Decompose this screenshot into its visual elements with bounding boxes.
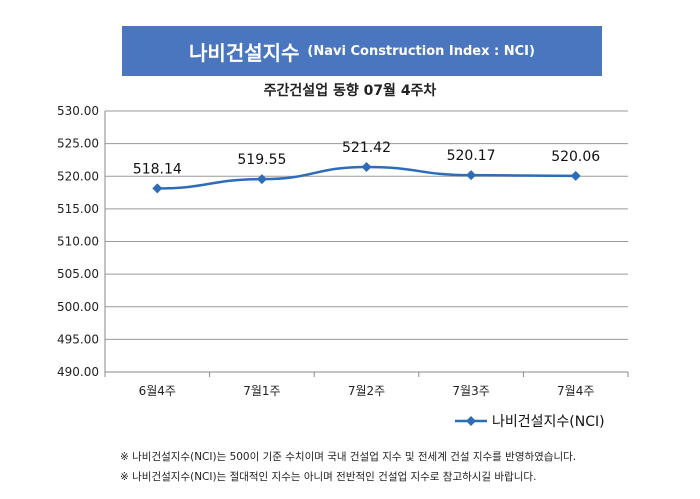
footnote-1: ※ 나비건설지수(NCI)는 500이 기준 수치이며 국내 건설업 지수 및 … <box>120 451 577 463</box>
x-tick-label: 7월4주 <box>557 384 594 398</box>
title-banner: 나비건설지수 (Navi Construction Index : NCI) <box>122 26 602 76</box>
chart-main-title: 나비건설지수 <box>189 40 300 65</box>
data-label: 521.42 <box>342 140 391 156</box>
chart-title: 주간건설업 동향 07월 4주차 <box>263 83 437 99</box>
legend-label: 나비건설지수(NCI) <box>492 414 605 430</box>
y-tick-label: 495.00 <box>57 332 99 346</box>
x-tick-label: 7월3주 <box>452 384 489 398</box>
data-label: 519.55 <box>237 152 286 168</box>
chart-main-subtitle: (Navi Construction Index : NCI) <box>307 43 535 59</box>
y-tick-label: 510.00 <box>57 235 99 249</box>
y-tick-label: 515.00 <box>57 202 99 216</box>
x-tick-label: 6월4주 <box>139 384 176 398</box>
data-point <box>466 170 477 181</box>
data-point <box>361 161 372 172</box>
data-label: 520.17 <box>447 148 496 164</box>
y-tick-label: 490.00 <box>57 365 99 379</box>
x-tick-label: 7월2주 <box>348 384 385 398</box>
data-label: 520.06 <box>551 149 600 165</box>
data-point <box>570 170 581 181</box>
data-point <box>256 174 267 185</box>
x-tick-label: 7월1주 <box>243 384 280 398</box>
y-tick-label: 500.00 <box>57 300 99 314</box>
y-tick-label: 530.00 <box>57 104 99 118</box>
footnote-2: ※ 나비건설지수(NCI)는 절대적인 지수는 아니며 전반적인 건설업 지수로… <box>120 471 537 483</box>
legend-marker <box>466 416 476 426</box>
y-tick-label: 520.00 <box>57 169 99 183</box>
footnotes: ※ 나비건설지수(NCI)는 500이 기준 수치이며 국내 건설업 지수 및 … <box>120 447 690 487</box>
data-point <box>152 183 163 194</box>
y-tick-label: 505.00 <box>57 267 99 281</box>
data-label: 518.14 <box>133 161 182 177</box>
y-tick-label: 525.00 <box>57 137 99 151</box>
